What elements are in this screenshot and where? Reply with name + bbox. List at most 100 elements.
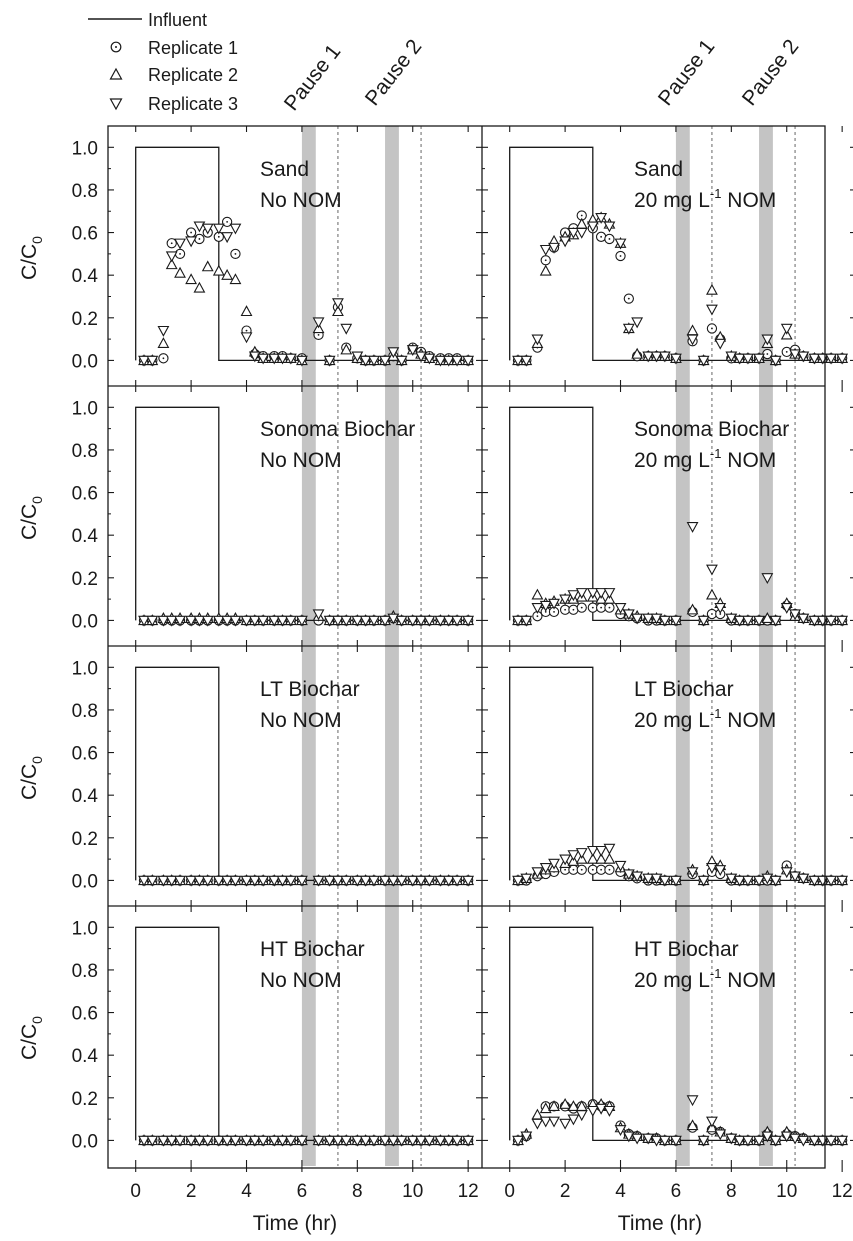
y-tick-label: 0.0 — [72, 351, 98, 372]
point-triangle-down — [423, 615, 436, 627]
point-triangle-down — [462, 615, 475, 627]
point-triangle-down — [387, 875, 400, 887]
point-triangle-down — [642, 873, 655, 885]
x-tick-label: 6 — [297, 1181, 308, 1202]
legend-replicate2-label: Replicate 2 — [148, 65, 238, 85]
point-triangle-down — [212, 615, 225, 627]
y-axis-title: C/C0 — [18, 496, 45, 540]
point-circle-dot — [162, 357, 165, 360]
series-replicate-3 — [512, 212, 849, 367]
point-triangle-down — [836, 353, 849, 365]
x-tick-label: 4 — [615, 1181, 626, 1202]
point-circle-dot — [580, 868, 583, 871]
point-circle-dot — [785, 351, 788, 353]
point-circle-dot — [619, 255, 622, 257]
point-triangle-down — [733, 1135, 746, 1147]
point-triangle-down — [296, 615, 308, 627]
point-circle-dot — [608, 606, 611, 609]
point-triangle-down — [193, 1135, 206, 1147]
y-tick-label: 0.2 — [72, 569, 98, 590]
pause2-label-right: Pause 2 — [738, 35, 804, 110]
point-circle-dot — [317, 333, 320, 336]
pause-band-2 — [385, 386, 399, 646]
y-axis-title-main: C/C — [18, 504, 41, 540]
point-triangle-down — [395, 875, 408, 887]
point-circle-dot — [711, 327, 713, 330]
y-axis-title: C/C0 — [18, 756, 45, 800]
point-circle-dot — [608, 238, 611, 240]
point-triangle-down — [240, 615, 253, 627]
point-triangle-down — [761, 1131, 774, 1143]
point-circle-dot — [719, 613, 722, 615]
point-triangle-down — [442, 615, 455, 627]
point-triangle-down — [761, 573, 774, 585]
point-triangle-down — [780, 1131, 793, 1143]
point-triangle-down — [797, 873, 810, 885]
point-triangle-down — [276, 1135, 289, 1147]
point-triangle-down — [559, 1118, 572, 1130]
point-circle-dot — [190, 231, 193, 234]
point-circle-dot — [198, 238, 201, 240]
point-triangle-down — [406, 875, 419, 887]
point-triangle-down — [268, 1135, 281, 1147]
point-triangle-down — [595, 212, 608, 224]
point-triangle-down — [603, 221, 616, 233]
point-triangle-down — [714, 338, 727, 350]
point-triangle-down — [185, 1135, 198, 1147]
point-triangle-down — [340, 1135, 353, 1147]
legend-replicate3-marker — [109, 98, 123, 111]
point-triangle-down — [697, 355, 710, 367]
point-triangle-down — [631, 613, 644, 625]
point-triangle-down — [797, 351, 810, 363]
point-triangle-down — [697, 1135, 710, 1147]
pause-band-1 — [675, 906, 690, 1166]
point-triangle-down — [808, 615, 821, 627]
point-triangle-down — [512, 875, 524, 887]
point-triangle-down — [686, 1095, 699, 1107]
y-tick-label: 0.6 — [72, 744, 98, 765]
point-triangle-down — [789, 349, 801, 361]
point-triangle-down — [548, 858, 560, 870]
point-triangle-down — [567, 590, 580, 602]
point-triangle-down — [395, 355, 408, 367]
pause-band-1 — [301, 906, 316, 1166]
panel-sand-no-nom: 0.0 0.2 0.4 0.6 0.8 1.0 C/C0 Sand No NOM — [18, 126, 482, 386]
point-triangle-up — [706, 588, 718, 600]
point-triangle-down — [332, 875, 344, 887]
point-triangle-down — [769, 615, 782, 627]
point-triangle-down — [406, 345, 419, 357]
point-circle-dot — [245, 329, 248, 332]
point-triangle-down — [575, 848, 588, 859]
point-circle-dot — [591, 606, 594, 609]
point-triangle-down — [462, 355, 475, 367]
point-triangle-down — [614, 860, 627, 872]
point-triangle-down — [520, 1131, 533, 1143]
y-tick-label: 0.8 — [72, 961, 98, 982]
point-circle-dot — [711, 613, 713, 615]
point-triangle-down — [423, 875, 436, 887]
point-triangle-down — [686, 334, 699, 346]
panel-label-line2: 20 mg L-1 NOM — [634, 966, 776, 992]
point-triangle-down — [631, 1133, 644, 1145]
point-triangle-down — [157, 1135, 170, 1147]
y-axis-title-sub: 0 — [29, 1016, 45, 1024]
point-triangle-down — [276, 615, 289, 627]
point-triangle-down — [157, 875, 170, 887]
point-circle-dot — [591, 868, 594, 871]
point-triangle-down — [332, 1135, 344, 1147]
point-triangle-down — [706, 304, 718, 316]
y-tick-label: 0.2 — [72, 1089, 98, 1110]
point-triangle-down — [742, 615, 754, 627]
pause1-label-right: Pause 1 — [654, 35, 720, 110]
point-triangle-down — [714, 602, 727, 614]
point-triangle-down — [359, 1135, 372, 1147]
point-triangle-down — [539, 862, 552, 874]
point-triangle-down — [442, 355, 455, 367]
x-tick-label: 12 — [832, 1181, 853, 1202]
point-triangle-down — [789, 871, 801, 883]
point-triangle-down — [276, 875, 289, 887]
point-triangle-down — [520, 873, 533, 885]
point-triangle-down — [622, 869, 635, 881]
point-triangle-down — [284, 1135, 297, 1147]
